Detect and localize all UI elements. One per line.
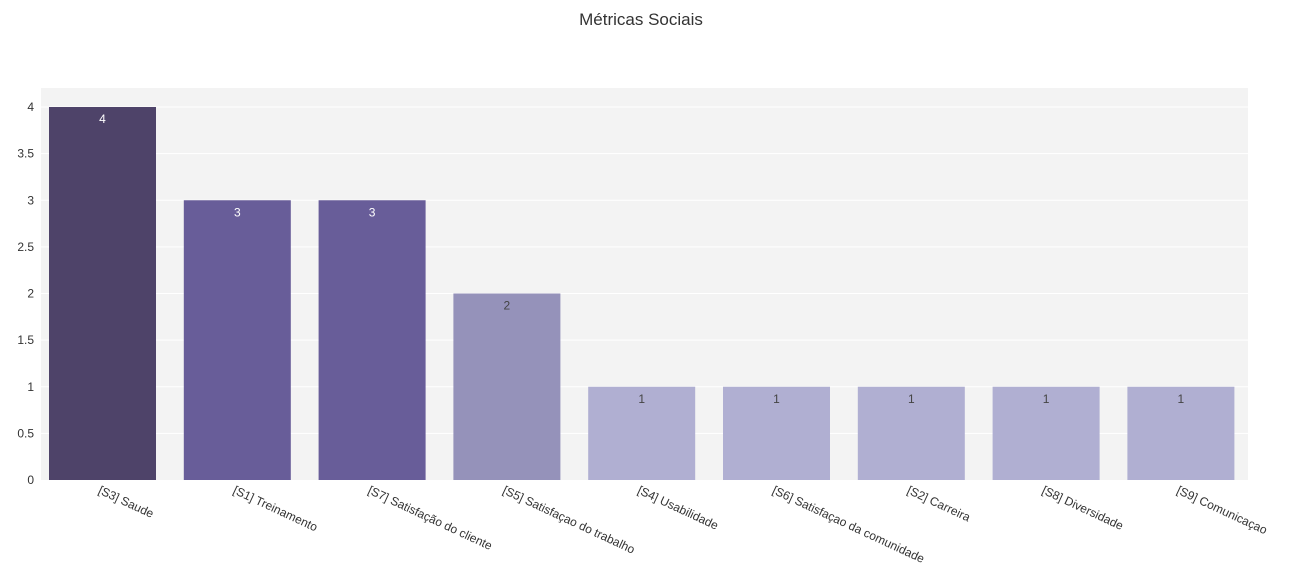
x-tick-label: [S4] Usabilidade	[635, 483, 720, 533]
data-labels: 4 3 3 2 1 1 1 1 1	[99, 112, 1184, 406]
x-tick-label: [S1] Treinamento	[231, 483, 320, 534]
x-tick-label: [S6] Satisfaçao da comunidade	[770, 483, 927, 566]
bar-value-label: 4	[99, 112, 106, 126]
bar-value-label: 1	[908, 392, 915, 406]
bar-value-label: 1	[638, 392, 645, 406]
bar	[992, 386, 1100, 480]
y-tick-label: 0.5	[17, 426, 34, 440]
y-tick-label: 2.5	[17, 240, 34, 254]
x-tick-label: [S3] Saude	[96, 483, 156, 521]
x-tick-label: [S8] Diversidade	[1040, 483, 1126, 533]
y-tick-label: 1.5	[17, 333, 34, 347]
bar	[1127, 386, 1235, 480]
x-tick-label: [S2] Carreira	[905, 483, 973, 525]
bar	[723, 386, 830, 480]
y-tick-label: 4	[27, 100, 34, 114]
y-tick-label: 0	[27, 473, 34, 487]
y-tick-label: 1	[27, 380, 34, 394]
chart-title: Métricas Sociais	[579, 10, 703, 29]
x-tick-label: [S5] Satisfaçao do trabalho	[501, 483, 638, 557]
x-axis: [S3] Saude [S1] Treinamento [S7] Satisfaçã…	[96, 483, 1269, 566]
bar	[857, 386, 965, 480]
bar-value-label: 2	[504, 299, 511, 313]
bar-value-label: 1	[773, 392, 780, 406]
bar-value-label: 1	[1043, 392, 1050, 406]
bar	[588, 386, 696, 480]
bar-value-label: 1	[1178, 392, 1185, 406]
x-tick-label: [S7] Satisfação do cliente	[366, 483, 495, 553]
bars	[49, 107, 1235, 480]
bar	[49, 107, 156, 480]
bar-value-label: 3	[234, 205, 241, 219]
bar	[318, 200, 426, 480]
bar	[453, 293, 561, 480]
bar-value-label: 3	[369, 205, 376, 219]
y-axis: 0 0.5 1 1.5 2 2.5 3 3.5 4	[17, 100, 34, 487]
y-tick-label: 3	[27, 193, 34, 207]
bar	[183, 200, 291, 480]
y-tick-label: 3.5	[17, 147, 34, 161]
y-tick-label: 2	[27, 287, 34, 301]
x-tick-label: [S9] Comunicaçao	[1175, 483, 1270, 537]
